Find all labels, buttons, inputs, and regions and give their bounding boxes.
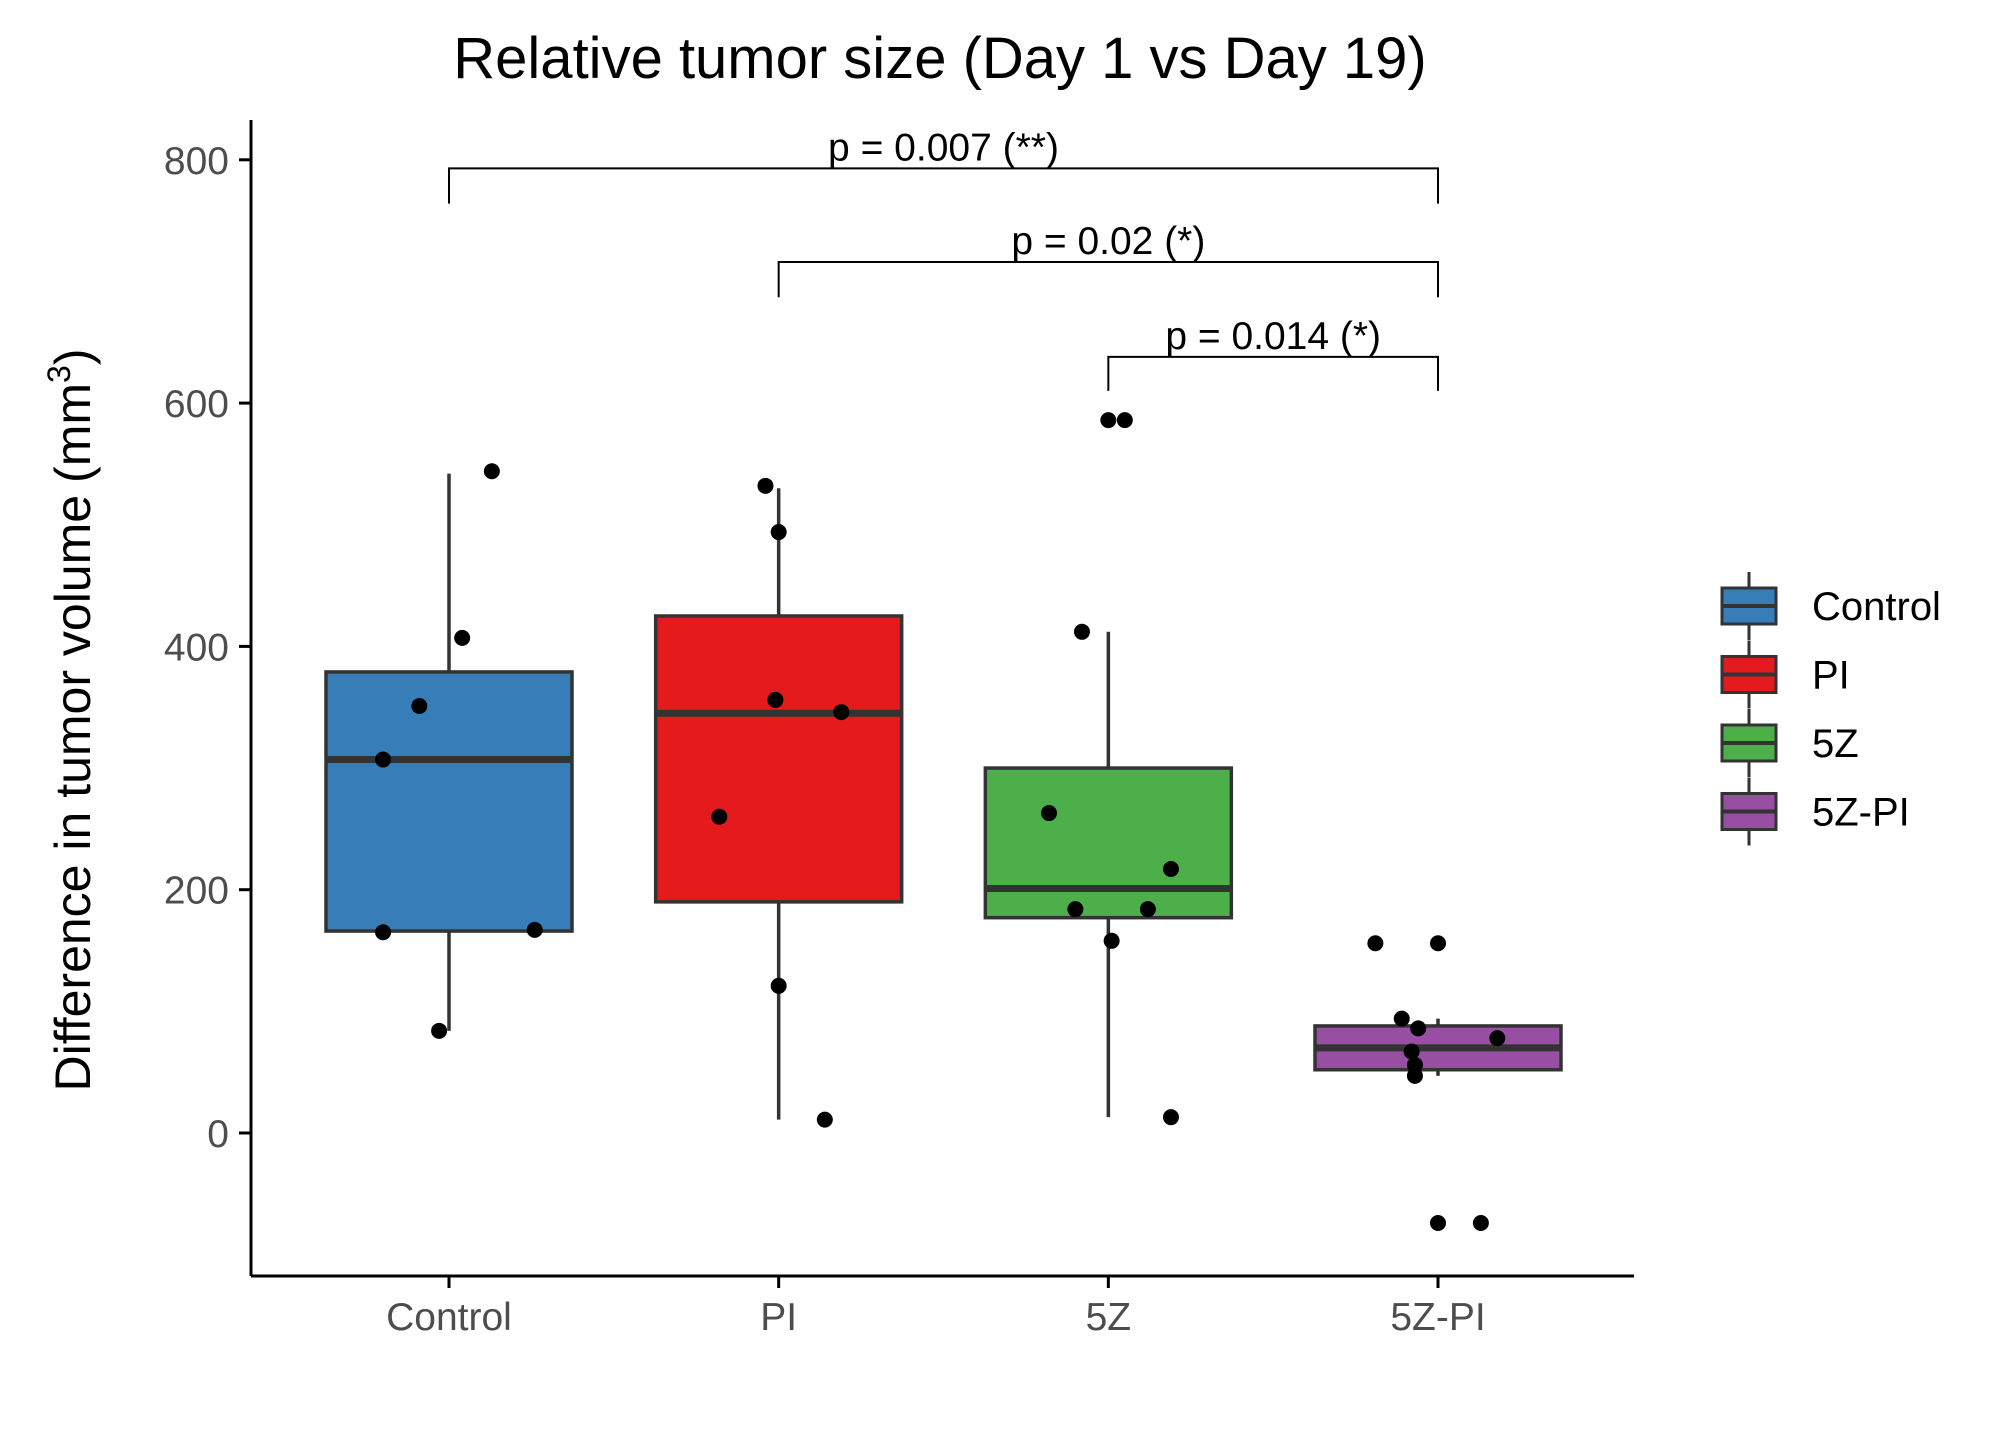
y-tick-label: 0	[207, 1113, 229, 1156]
x-tick-label: Control	[386, 1296, 512, 1339]
box-5z	[983, 631, 1234, 1118]
bracket-line	[1107, 355, 1440, 391]
data-point	[1100, 412, 1117, 429]
data-point	[1489, 1030, 1506, 1047]
bracket-line	[448, 167, 1440, 204]
y-axis-label-unit-sup: 3	[41, 365, 77, 383]
data-point	[1410, 1020, 1427, 1037]
p-value-label: p = 0.007 (**)	[828, 126, 1059, 169]
data-point	[770, 977, 787, 994]
data-point	[1406, 1067, 1423, 1084]
y-tick-label: 200	[164, 870, 229, 913]
legend-label: Control	[1812, 585, 1941, 629]
data-point	[1162, 1109, 1179, 1126]
significance-bracket: p = 0.02 (*)	[777, 220, 1440, 298]
box-iqr	[324, 670, 574, 933]
legend-item-5z-pi: 5Z-PI	[1720, 777, 1910, 846]
data-point	[770, 524, 787, 541]
x-axis: Control PI 5Z 5Z-PI	[251, 1274, 1634, 1339]
data-point	[431, 1022, 448, 1039]
data-point	[1116, 412, 1133, 429]
y-tick-label: 600	[164, 383, 229, 426]
box-iqr	[653, 614, 904, 904]
legend: Control PI 5Z 5Z-PI	[1720, 572, 1941, 846]
y-axis: 0 200 400 600 800	[164, 120, 253, 1276]
data-point	[483, 463, 500, 480]
data-point	[411, 698, 428, 715]
data-point	[1472, 1215, 1489, 1232]
data-point	[1430, 1215, 1447, 1232]
legend-item-control: Control	[1720, 572, 1941, 640]
x-tick-label: 5Z-PI	[1390, 1296, 1485, 1339]
y-axis-label-unit: mm	[45, 383, 101, 466]
data-point	[1103, 932, 1120, 949]
data-point	[375, 924, 392, 941]
y-tick-label: 400	[164, 626, 229, 669]
significance-bracket: p = 0.014 (*)	[1107, 315, 1440, 391]
legend-item-5z: 5Z	[1720, 709, 1859, 777]
box-pi	[653, 488, 904, 1120]
chart-title: Relative tumor size (Day 1 vs Day 19)	[453, 26, 1426, 91]
bracket-line	[777, 260, 1440, 298]
data-point	[454, 629, 471, 646]
plot-area: p = 0.007 (**) p = 0.02 (*) p = 0.014 (*)	[324, 126, 1563, 1232]
data-point	[816, 1111, 833, 1128]
x-tick-label: PI	[760, 1296, 797, 1339]
data-point	[1139, 901, 1156, 918]
y-axis-label-text: Difference in tumor volume	[45, 495, 101, 1092]
data-point	[1406, 1056, 1423, 1073]
data-point	[1162, 861, 1179, 878]
data-point	[526, 921, 543, 938]
p-value-label: p = 0.014 (*)	[1165, 315, 1381, 358]
legend-label: PI	[1812, 654, 1850, 698]
y-tick-label: 800	[164, 140, 229, 183]
data-point	[1040, 805, 1057, 822]
box-5z-pi	[1313, 1018, 1563, 1076]
significance-bracket: p = 0.007 (**)	[448, 126, 1440, 204]
data-point	[375, 751, 392, 768]
data-point	[1393, 1010, 1410, 1027]
data-point	[1067, 901, 1084, 918]
data-point	[833, 704, 850, 721]
data-point	[757, 477, 774, 494]
data-point	[711, 808, 728, 825]
y-axis-label-paren-close: )	[45, 349, 101, 366]
y-axis-label: Difference in tumor volume (mm3)	[41, 349, 101, 1092]
legend-item-pi: PI	[1720, 640, 1850, 709]
y-axis-label-paren-open: (	[45, 466, 101, 483]
p-value-label: p = 0.02 (*)	[1011, 220, 1205, 263]
data-point	[1367, 935, 1384, 952]
x-tick-label: 5Z	[1086, 1296, 1132, 1339]
data-point	[1073, 623, 1090, 640]
data-point	[1403, 1043, 1420, 1060]
legend-label: 5Z-PI	[1812, 791, 1910, 835]
box-control	[324, 473, 574, 1031]
data-point	[1430, 935, 1447, 952]
legend-label: 5Z	[1812, 722, 1859, 766]
box-iqr	[983, 766, 1234, 920]
data-point	[767, 691, 784, 708]
